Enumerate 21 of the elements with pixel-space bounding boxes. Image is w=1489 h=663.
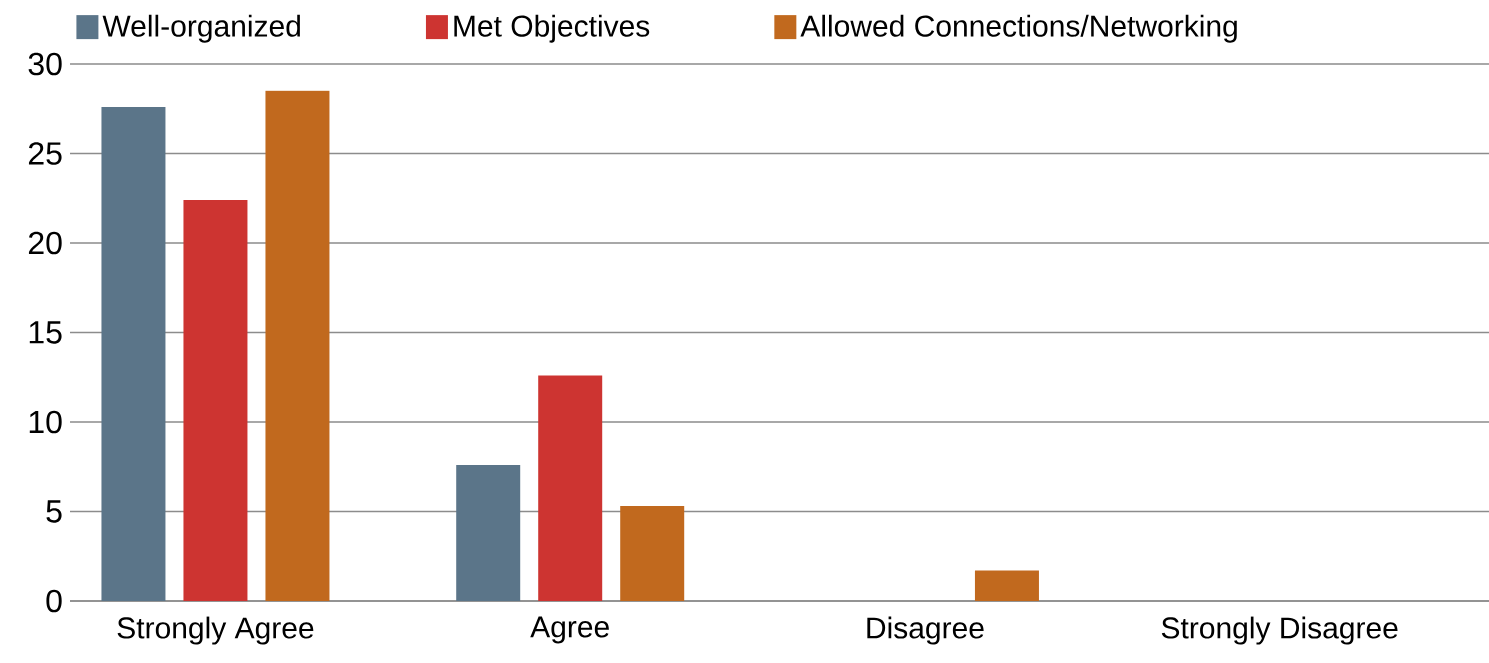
- y-tick-label: 25: [28, 142, 62, 165]
- legend-label: Met Objectives: [454, 14, 650, 43]
- y-tick-label: 30: [28, 52, 62, 76]
- x-tick-label: Agree: [530, 616, 609, 644]
- x-tick-label: Strongly Disagree: [1161, 616, 1398, 645]
- legend-label: Allowed Connections/Networking: [800, 14, 1237, 43]
- y-tick-label: 0: [46, 589, 62, 613]
- bar: [620, 506, 685, 601]
- bar: [183, 200, 248, 601]
- bar: [538, 375, 603, 601]
- y-tick-label: 20: [28, 231, 62, 255]
- y-tick-label: 15: [29, 321, 62, 344]
- x-tick-label: Disagree: [867, 616, 984, 645]
- y-tick-label: 10: [29, 410, 62, 434]
- bar: [456, 464, 521, 601]
- x-tick-label: Strongly Agree: [117, 616, 314, 645]
- bar: [101, 106, 166, 601]
- bar: [265, 90, 330, 601]
- bar: [974, 570, 1039, 601]
- legend-label: Well-organized: [102, 14, 300, 43]
- y-tick-label: 5: [46, 500, 62, 523]
